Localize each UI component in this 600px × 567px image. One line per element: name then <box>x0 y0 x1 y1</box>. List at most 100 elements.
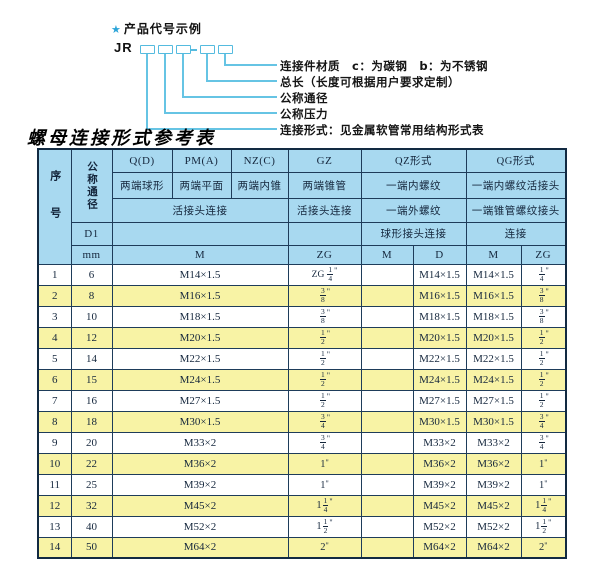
header-row3-left: 活接头连接 <box>111 197 289 223</box>
product-code-heading-text: 产品代号示例 <box>123 22 202 36</box>
header-unit-m: M <box>111 244 289 265</box>
qz-m-cell <box>360 536 414 559</box>
m-cell: M45×2 <box>111 494 289 517</box>
m-cell: M36×2 <box>111 452 289 475</box>
m-cell: M22×1.5 <box>111 347 289 370</box>
qg-m-cell: M20×1.5 <box>465 326 522 349</box>
qg-zg-cell: 2" <box>520 536 567 559</box>
qz-d-cell: M30×1.5 <box>412 410 467 433</box>
qz-d-cell: M52×2 <box>412 515 467 538</box>
connector-horizontal-line <box>146 128 277 130</box>
dn-cell: 32 <box>70 494 113 517</box>
table-row: 3 10 M18×1.5 3 8 " M18×1.5 M18×1.5 3 8 " <box>37 305 567 328</box>
header-row3-qg: 一端锥管螺纹接头 <box>465 197 567 223</box>
diagram-label: 连接件材质 c：为碳钢 b：为不锈钢 <box>280 59 489 73</box>
qg-zg-cell: 1 2 " <box>520 389 567 412</box>
header-row4-qg: 连接 <box>465 221 567 246</box>
seq-cell: 1 <box>37 263 72 286</box>
qg-m-cell: M24×1.5 <box>465 368 522 391</box>
qz-m-cell <box>360 494 414 517</box>
qz-m-cell <box>360 389 414 412</box>
connector-vertical-line <box>206 54 208 81</box>
qg-zg-cell: 1" <box>520 473 567 496</box>
connector-vertical-line <box>224 54 226 65</box>
header-unit-zg: ZG <box>287 244 362 265</box>
table-row: 2 8 M16×1.5 3 8 " M16×1.5 M16×1.5 3 8 " <box>37 284 567 307</box>
zg-cell: 3 8 " <box>287 284 362 307</box>
qg-m-cell: M16×1.5 <box>465 284 522 307</box>
diagram-label: 总长（长度可根据用户要求定制） <box>280 75 460 89</box>
code-box <box>140 45 155 54</box>
qz-m-cell <box>360 326 414 349</box>
header-sub-pm: 两端平面 <box>171 171 232 199</box>
table-row: 6 15 M24×1.5 1 2 " M24×1.5 M24×1.5 1 2 " <box>37 368 567 391</box>
qz-d-cell: M20×1.5 <box>412 326 467 349</box>
qg-m-cell: M27×1.5 <box>465 389 522 412</box>
seq-cell: 12 <box>37 494 72 517</box>
qg-m-cell: M14×1.5 <box>465 263 522 286</box>
m-cell: M33×2 <box>111 431 289 454</box>
star-icon: ★ <box>111 23 122 36</box>
zg-cell: 1 1 4 " <box>287 494 362 517</box>
qz-m-cell <box>360 263 414 286</box>
qz-d-cell: M33×2 <box>412 431 467 454</box>
header-blank-gz <box>287 221 362 246</box>
dn-cell: 25 <box>70 473 113 496</box>
dn-cell: 8 <box>70 284 113 307</box>
qz-d-cell: M22×1.5 <box>412 347 467 370</box>
zg-cell: 1 2 " <box>287 368 362 391</box>
header-col-pm: PM(A) <box>171 148 232 173</box>
qz-d-cell: M24×1.5 <box>412 368 467 391</box>
header-blank-left <box>111 221 289 246</box>
seq-cell: 9 <box>37 431 72 454</box>
seq-cell: 11 <box>37 473 72 496</box>
header-col-qz: QZ形式 <box>360 148 467 173</box>
header-sub-nz: 两端内锥 <box>230 171 289 199</box>
code-box <box>176 45 191 54</box>
zg-cell: 3 4 " <box>287 410 362 433</box>
dn-cell: 12 <box>70 326 113 349</box>
dn-cell: 15 <box>70 368 113 391</box>
header-d1: D1 <box>70 221 113 246</box>
qg-m-cell: M64×2 <box>465 536 522 559</box>
connector-horizontal-line <box>182 96 277 98</box>
dn-cell: 22 <box>70 452 113 475</box>
header-unit-qz-d: D <box>412 244 467 265</box>
m-cell: M30×1.5 <box>111 410 289 433</box>
qz-m-cell <box>360 368 414 391</box>
code-prefix: JR <box>114 40 133 55</box>
table-row: 5 14 M22×1.5 1 2 " M22×1.5 M22×1.5 1 2 " <box>37 347 567 370</box>
product-code-heading: ★ 产品代号示例 <box>111 20 202 37</box>
m-cell: M20×1.5 <box>111 326 289 349</box>
m-cell: M24×1.5 <box>111 368 289 391</box>
header-row3-gz: 活接头连接 <box>287 197 362 223</box>
table-row: 11 25 M39×2 1" M39×2 M39×2 1" <box>37 473 567 496</box>
qz-m-cell <box>360 431 414 454</box>
qz-d-cell: M64×2 <box>412 536 467 559</box>
connector-vertical-line <box>164 54 166 113</box>
dn-cell: 40 <box>70 515 113 538</box>
header-sub-qg: 一端内螺纹活接头 <box>465 171 567 199</box>
qz-d-cell: M16×1.5 <box>412 284 467 307</box>
table-body: 1 6 M14×1.5 ZG 1 4 " M14×1.5 M14×1.5 1 4 " 2 8 M16×1.5… <box>37 263 567 559</box>
table-row: 1 6 M14×1.5 ZG 1 4 " M14×1.5 M14×1.5 1 4 " <box>37 263 567 286</box>
dn-cell: 20 <box>70 431 113 454</box>
header-unit-qz-m: M <box>360 244 414 265</box>
qz-m-cell <box>360 305 414 328</box>
connector-horizontal-line <box>224 64 277 66</box>
table-row: 12 32 M45×2 1 1 4 " M45×2 M45×2 1 1 4 " <box>37 494 567 517</box>
qg-m-cell: M52×2 <box>465 515 522 538</box>
header-col-gz: GZ <box>287 148 362 173</box>
zg-cell: 1 2 " <box>287 347 362 370</box>
zg-cell: 1" <box>287 473 362 496</box>
m-cell: M39×2 <box>111 473 289 496</box>
qg-zg-cell: 3 8 " <box>520 284 567 307</box>
header-row4-qz: 球形接头连接 <box>360 221 467 246</box>
table-row: 10 22 M36×2 1" M36×2 M36×2 1" <box>37 452 567 475</box>
header-sub-qz: 一端内螺纹 <box>360 171 467 199</box>
table-row: 14 50 M64×2 2" M64×2 M64×2 2" <box>37 536 567 559</box>
dn-cell: 16 <box>70 389 113 412</box>
m-cell: M16×1.5 <box>111 284 289 307</box>
seq-cell: 3 <box>37 305 72 328</box>
seq-cell: 2 <box>37 284 72 307</box>
